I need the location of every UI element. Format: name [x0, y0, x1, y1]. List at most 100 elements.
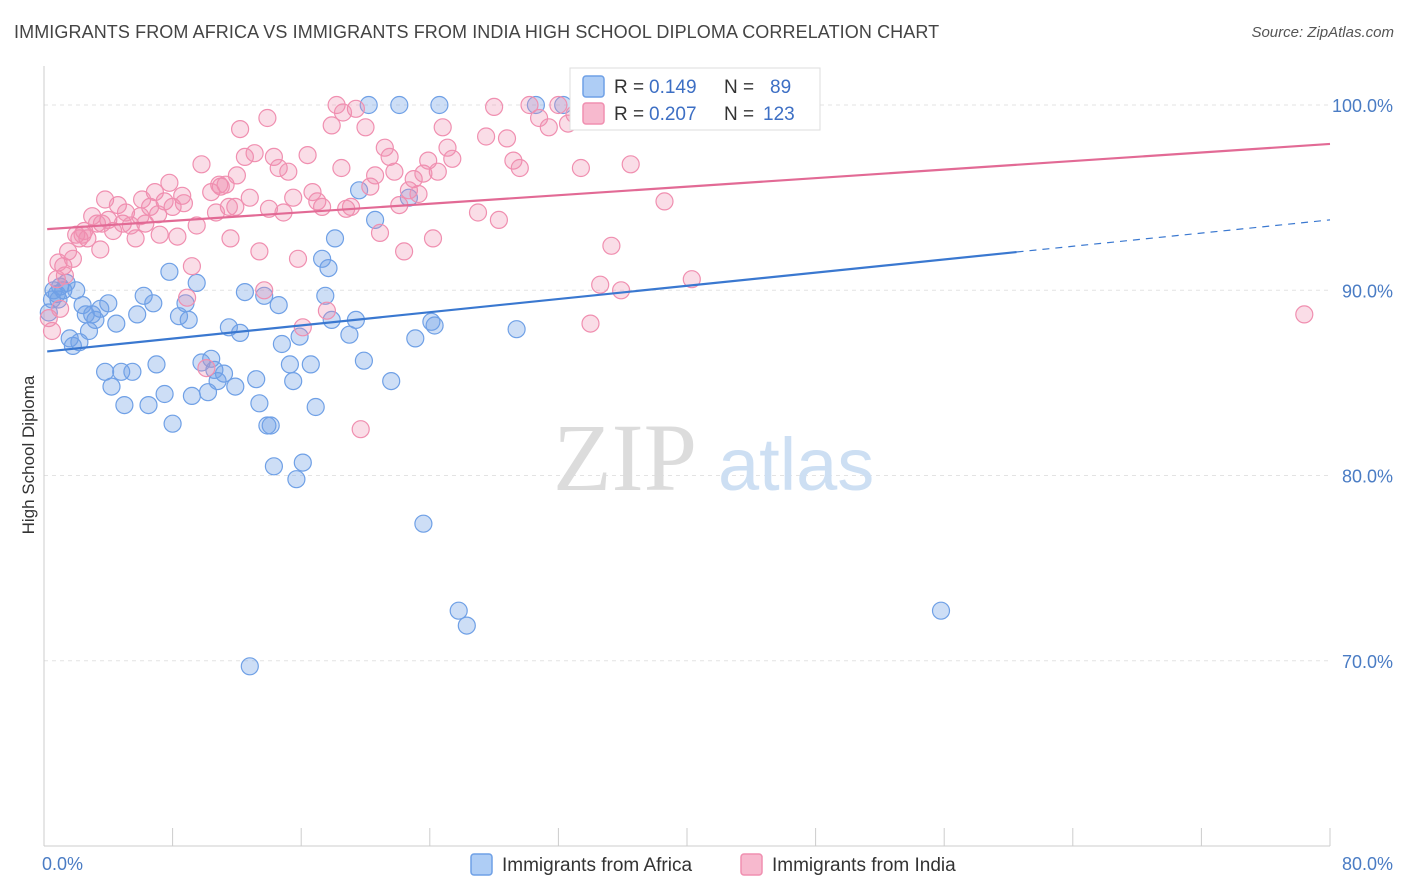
trend-line-africa: [47, 250, 1017, 353]
africa-point: [272, 334, 291, 354]
watermark: ZIP atlas: [553, 404, 874, 511]
africa-point: [319, 259, 338, 278]
bottom-legend-swatch-africa: [470, 853, 493, 876]
india-point: [308, 192, 327, 211]
africa-point: [86, 310, 105, 329]
india-point: [361, 177, 380, 196]
india-point: [497, 129, 517, 148]
india-point: [504, 151, 523, 170]
india-point: [42, 321, 62, 341]
india-point: [197, 359, 216, 378]
india-point: [50, 299, 70, 318]
legend-n-value-india: 123: [763, 104, 795, 125]
india-point: [92, 214, 112, 233]
india-point: [133, 190, 152, 209]
africa-point: [107, 314, 126, 333]
india-point: [1295, 305, 1314, 324]
india-point: [258, 108, 277, 128]
india-point: [682, 270, 701, 289]
india-point: [468, 203, 488, 222]
india-point: [477, 127, 496, 146]
africa-point: [430, 95, 449, 115]
africa-point: [179, 310, 198, 329]
india-point: [510, 158, 529, 178]
india-point: [221, 229, 240, 248]
africa-point: [306, 397, 325, 417]
africa-point: [390, 95, 409, 115]
africa-point: [102, 377, 121, 396]
india-point: [160, 173, 179, 192]
india-point: [332, 158, 351, 178]
trend-line-india: [47, 142, 1331, 231]
y-tick-label: 100.0%: [1332, 96, 1393, 116]
india-point: [317, 301, 336, 320]
tick-labels: 70.0% 80.0% 90.0% 100.0% 0.0% 80.0%: [42, 96, 1393, 874]
india-point: [293, 318, 312, 337]
india-point: [168, 227, 187, 246]
india-point: [322, 116, 341, 135]
africa-point: [144, 294, 163, 313]
africa-point: [123, 362, 142, 381]
africa-point: [247, 370, 266, 389]
india-point: [269, 158, 288, 178]
africa-point: [139, 396, 158, 415]
series-india-points: [39, 95, 1314, 439]
africa-point: [240, 657, 259, 676]
india-point: [288, 249, 308, 268]
india-point: [284, 188, 303, 207]
india-point: [409, 184, 428, 204]
india-point: [279, 162, 298, 181]
india-point: [539, 118, 558, 137]
africa-point: [160, 262, 179, 281]
africa-point: [264, 457, 283, 476]
india-point: [240, 188, 259, 207]
africa-point: [325, 229, 345, 248]
india-point: [438, 138, 457, 157]
india-point: [91, 240, 110, 259]
india-point: [520, 95, 539, 115]
x-tick-label-min: 0.0%: [42, 854, 83, 874]
africa-point: [128, 305, 147, 324]
y-axis-label: High School Diploma: [19, 375, 38, 534]
india-point: [231, 120, 250, 139]
bottom-legend: Immigrants from Africa Immigrants from I…: [470, 853, 956, 876]
india-point: [428, 162, 447, 181]
y-tick-label: 70.0%: [1342, 652, 1393, 672]
india-point: [375, 138, 394, 157]
chart-title: IMMIGRANTS FROM AFRICA VS IMMIGRANTS FRO…: [14, 22, 940, 42]
bottom-legend-label-africa: Immigrants from Africa: [502, 855, 692, 876]
legend-swatch-india: [582, 102, 605, 125]
africa-point: [214, 364, 234, 383]
india-point: [103, 221, 123, 241]
india-point: [182, 257, 201, 276]
africa-point: [382, 372, 401, 391]
africa-point: [147, 355, 166, 374]
africa-point: [284, 372, 303, 391]
legend-n-label-india: N =: [724, 104, 754, 125]
africa-point: [226, 377, 245, 396]
africa-point: [255, 286, 274, 305]
trend-line-africa-extrapolated: [1016, 219, 1331, 253]
watermark-atlas: atlas: [718, 423, 874, 506]
africa-point: [322, 310, 341, 329]
legend-n-label-africa: N =: [724, 77, 754, 98]
india-point: [192, 155, 211, 174]
africa-point: [202, 349, 221, 368]
india-point: [264, 147, 283, 166]
trend-lines: [47, 142, 1331, 353]
india-point: [399, 181, 418, 200]
india-point: [327, 95, 346, 115]
africa-point: [269, 296, 288, 315]
axes: [43, 66, 1331, 847]
legend-r-value-india: 0.207: [649, 104, 697, 125]
africa-point: [313, 249, 332, 268]
india-point: [255, 281, 274, 300]
india-point: [73, 225, 92, 244]
india-point: [313, 197, 332, 216]
bottom-legend-swatch-india: [740, 853, 763, 876]
india-point: [370, 223, 390, 242]
india-point: [366, 166, 385, 185]
india-point: [423, 229, 443, 248]
africa-point: [301, 355, 320, 374]
